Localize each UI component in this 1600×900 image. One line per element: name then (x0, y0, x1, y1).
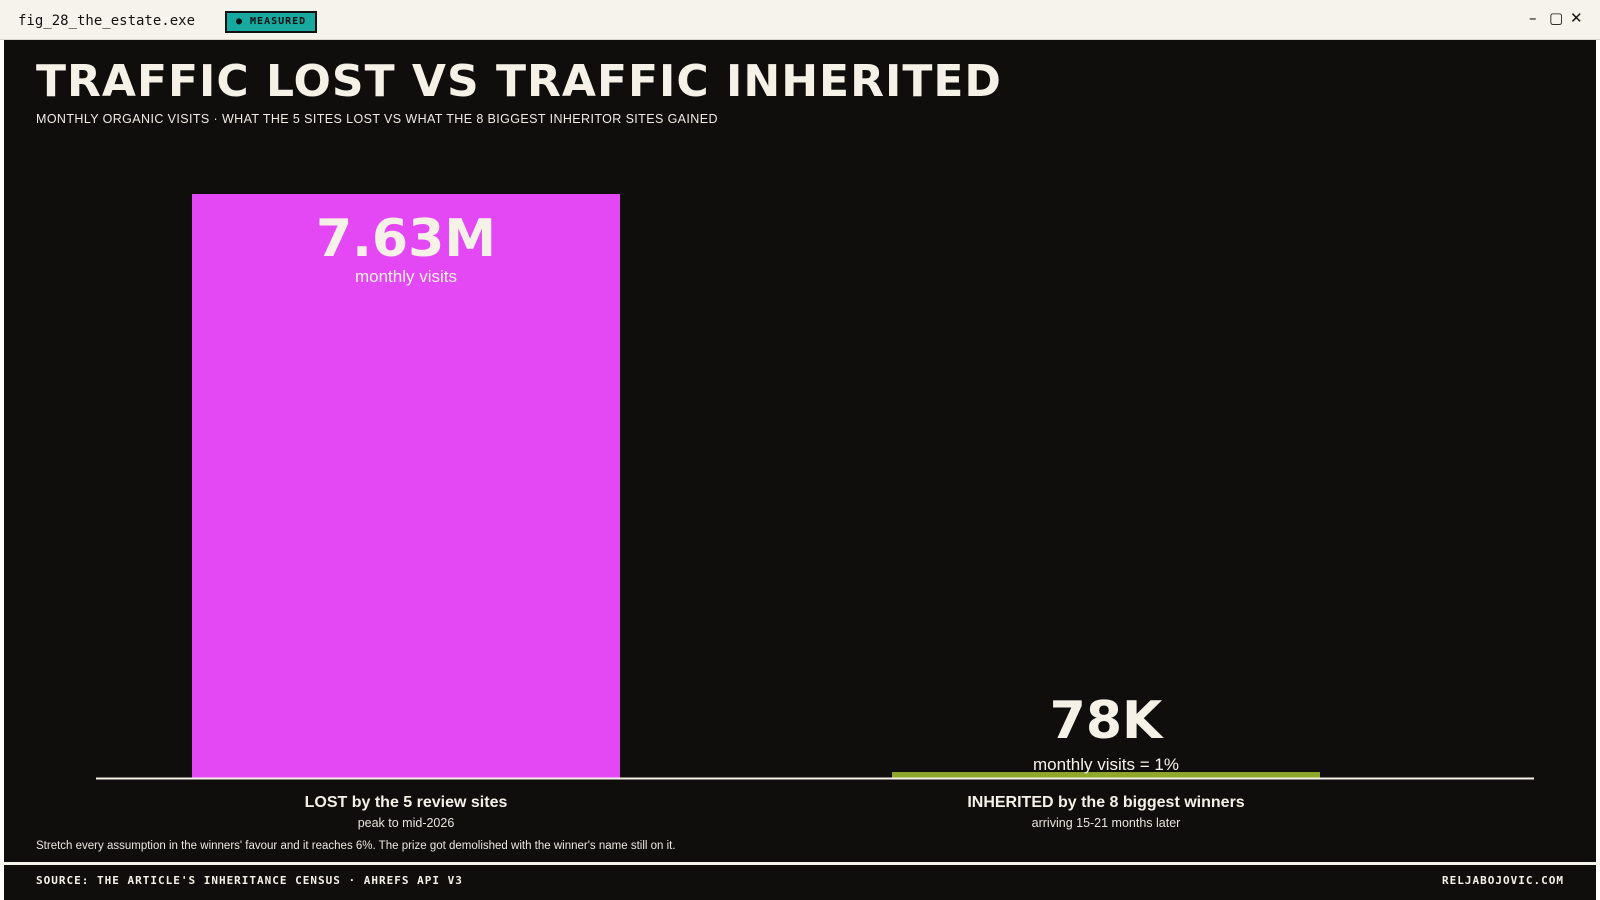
category-label: LOST by the 5 review sites (305, 794, 508, 811)
chart-title: TRAFFIC LOST VS TRAFFIC INHERITED (36, 56, 1002, 107)
footer-rule (0, 862, 1600, 865)
window-frame-left (0, 40, 4, 900)
window-title: fig_28_the_estate.exe (18, 13, 196, 29)
category-label: INHERITED by the 8 biggest winners (967, 794, 1244, 811)
close-icon[interactable]: ✕ (1570, 9, 1583, 27)
value-label: 7.63M (316, 209, 496, 269)
category-sublabel: arriving 15-21 months later (1032, 816, 1181, 830)
title-bar: fig_28_the_estate.exe ● MEASURED – ▢ ✕ (0, 0, 1600, 40)
status-badge: ● MEASURED (225, 11, 318, 33)
minimize-icon[interactable]: – (1529, 9, 1537, 27)
bar-inherited (892, 772, 1320, 778)
value-sublabel: monthly visits = 1% (1033, 755, 1179, 774)
chart-note: Stretch every assumption in the winners'… (36, 840, 676, 852)
chart-subtitle: MONTHLY ORGANIC VISITS · WHAT THE 5 SITE… (36, 112, 718, 126)
site-credit: RELJABOJOVIC.COM (1442, 874, 1564, 887)
value-sublabel: monthly visits (355, 267, 457, 286)
bar-lost (192, 194, 620, 778)
source-credit: SOURCE: THE ARTICLE'S INHERITANCE CENSUS… (36, 874, 463, 887)
category-sublabel: peak to mid-2026 (358, 816, 455, 830)
maximize-icon[interactable]: ▢ (1549, 9, 1564, 27)
window-frame-right (1596, 40, 1600, 900)
value-label: 78K (1050, 691, 1164, 751)
